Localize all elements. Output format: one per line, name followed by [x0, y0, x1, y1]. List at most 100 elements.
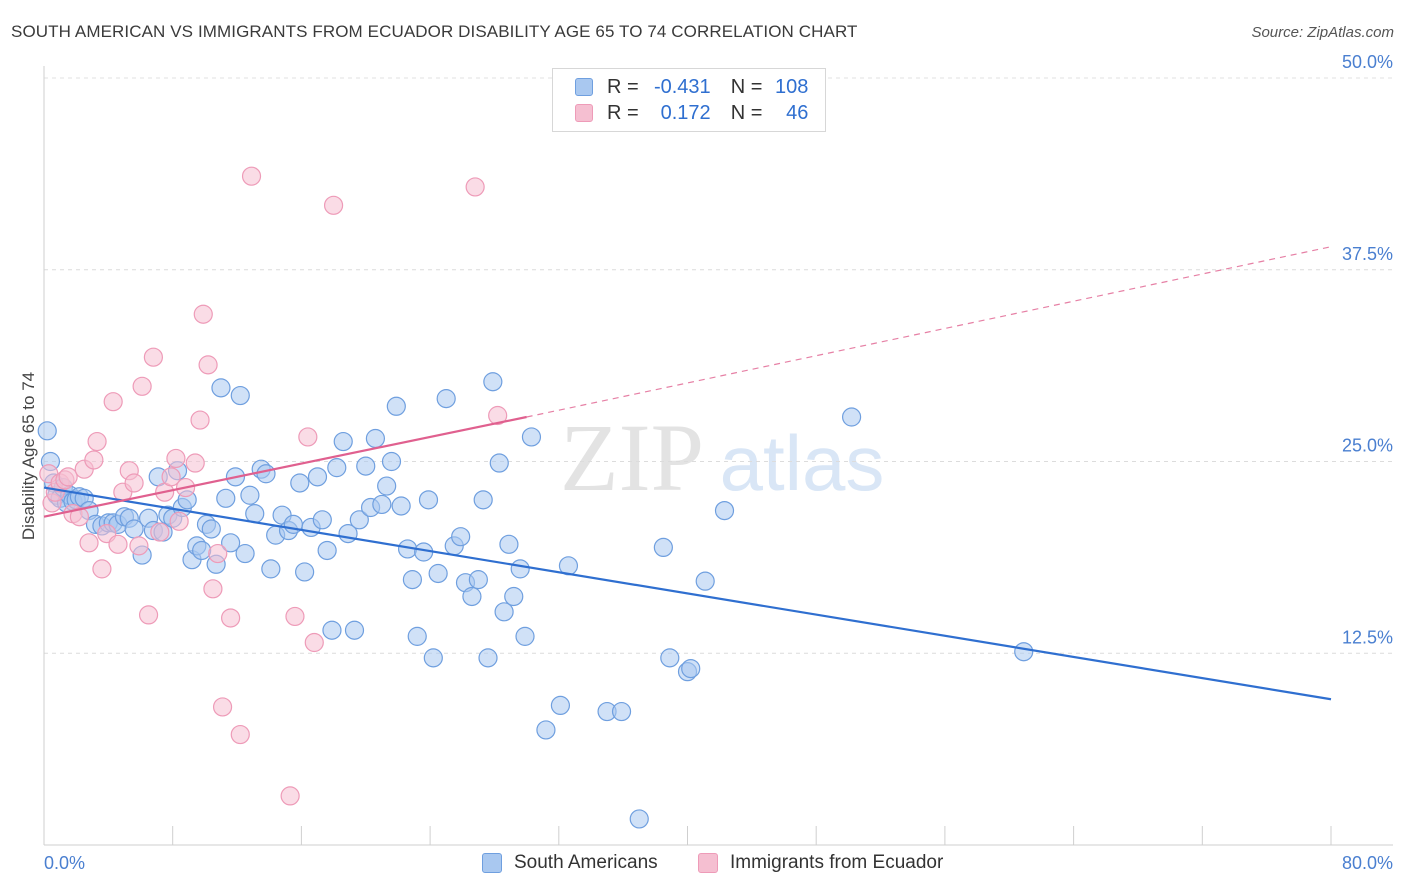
- south-americans-point: [211, 378, 231, 398]
- south-americans-point: [317, 540, 337, 561]
- south-americans-point: [216, 488, 236, 508]
- south-americans-point: [473, 490, 493, 510]
- immigrants-ecuador-point: [198, 355, 218, 375]
- south-americans-point: [201, 519, 221, 539]
- immigrants-ecuador-point: [221, 608, 241, 628]
- immigrants-ecuador-point: [143, 347, 163, 367]
- watermark-atlas: atlas: [720, 419, 885, 507]
- legend-n-label: N =: [730, 75, 763, 98]
- immigrants-ecuador-point: [465, 177, 485, 197]
- source-note: Source: ZipAtlas.com: [1251, 24, 1394, 41]
- immigrants-ecuador-point: [129, 536, 149, 556]
- bottom-legend-swatch-blue: [482, 853, 502, 873]
- south-americans-point: [714, 500, 735, 521]
- south-americans-point: [261, 559, 281, 579]
- bottom-legend-swatch-pink: [698, 853, 718, 873]
- south-americans-point: [372, 494, 392, 515]
- south-americans-point: [660, 648, 680, 668]
- south-americans-point: [499, 534, 519, 554]
- immigrants-ecuador-point: [212, 697, 233, 717]
- south-americans-point: [230, 385, 250, 406]
- south-americans-point: [386, 396, 406, 416]
- stats-legend: R = -0.431 N = 108 R = 0.172 N = 46: [552, 68, 826, 132]
- south-americans-point: [451, 527, 471, 547]
- south-americans-point: [510, 559, 530, 579]
- south-americans-point: [418, 490, 439, 510]
- south-americans-point: [295, 562, 315, 582]
- south-americans-point: [653, 537, 673, 558]
- immigrants-ecuador-point: [203, 579, 223, 599]
- immigrants-ecuador-point: [241, 166, 262, 186]
- south-americans-point: [478, 648, 498, 668]
- immigrants-ecuador-trend-line: [43, 415, 527, 518]
- legend-row-immigrants-ecuador: R = 0.172 N = 46: [575, 100, 808, 126]
- immigrants-ecuador-point: [87, 431, 107, 452]
- south-americans-point: [695, 571, 715, 591]
- x-tick-label-max: 80.0%: [1342, 853, 1393, 873]
- immigrants-ecuador-point: [298, 427, 318, 447]
- south-americans-point: [521, 427, 542, 447]
- immigrants-ecuador-point: [323, 195, 344, 215]
- series-south-americans: [37, 372, 1034, 829]
- immigrants-ecuador-point: [166, 448, 186, 469]
- immigrants-ecuador-point: [190, 410, 210, 430]
- immigrants-ecuador-point: [208, 543, 228, 564]
- south-americans-point: [841, 407, 862, 427]
- immigrants-ecuador-point: [230, 724, 250, 745]
- south-americans-point: [365, 428, 386, 449]
- south-americans-point: [428, 563, 448, 584]
- immigrants-ecuador-point: [185, 453, 205, 473]
- bottom-legend-label: South Americans: [514, 852, 658, 873]
- south-americans-point: [356, 456, 376, 476]
- bottom-legend-south-americans: South Americans: [482, 852, 658, 874]
- south-americans-point: [327, 458, 347, 478]
- legend-r-value: 0.172: [660, 101, 711, 124]
- south-americans-point: [423, 648, 443, 668]
- south-americans-point: [436, 389, 456, 409]
- immigrants-ecuador-point: [84, 450, 104, 470]
- immigrants-ecuador-point: [161, 467, 181, 487]
- immigrants-ecuador-point: [103, 392, 123, 412]
- south-americans-point: [504, 586, 524, 607]
- immigrants-ecuador-point: [124, 473, 144, 493]
- legend-n-value: 46: [786, 101, 809, 124]
- immigrants-ecuador-point: [138, 605, 159, 625]
- immigrants-ecuador-point: [193, 304, 213, 324]
- south-americans-point: [290, 473, 310, 493]
- y-tick-label: 50.0%: [1342, 52, 1393, 72]
- south-americans-point: [322, 620, 342, 640]
- south-americans-point: [468, 570, 488, 590]
- south-americans-point: [377, 476, 397, 496]
- south-americans-point: [629, 809, 649, 829]
- immigrants-ecuador-point: [132, 376, 152, 396]
- legend-swatch-blue: [575, 78, 593, 96]
- south-americans-point: [307, 467, 328, 487]
- bottom-legend-label: Immigrants from Ecuador: [730, 852, 944, 873]
- south-americans-point: [494, 602, 514, 622]
- immigrants-ecuador-point: [150, 522, 170, 542]
- south-americans-trend-line: [43, 486, 1332, 701]
- immigrants-ecuador-point: [488, 405, 508, 426]
- south-americans-point: [402, 570, 423, 590]
- legend-r-value: -0.431: [653, 75, 711, 98]
- legend-r-label: R =: [607, 101, 639, 124]
- watermark-zip: ZIP: [560, 404, 704, 511]
- south-americans-point: [489, 453, 509, 473]
- immigrants-ecuador-trend-extension: [526, 246, 1332, 418]
- south-americans-point: [611, 701, 632, 722]
- south-americans-point: [256, 464, 276, 484]
- legend-n-value: 108: [775, 75, 809, 98]
- immigrants-ecuador-point: [69, 507, 89, 527]
- south-americans-point: [245, 504, 265, 524]
- south-americans-point: [221, 533, 241, 553]
- south-americans-point: [483, 372, 503, 392]
- axes: [43, 66, 1393, 846]
- legend-row-south-americans: R = -0.431 N = 108: [575, 74, 808, 100]
- y-tick-labels: 12.5% 25.0% 37.5% 50.0%: [1342, 52, 1393, 647]
- watermark: ZIP atlas: [560, 404, 884, 511]
- south-americans-point: [391, 496, 411, 516]
- immigrants-ecuador-point: [169, 511, 189, 531]
- immigrants-ecuador-point: [280, 786, 300, 806]
- south-americans-point: [681, 658, 701, 679]
- south-americans-point: [240, 485, 260, 505]
